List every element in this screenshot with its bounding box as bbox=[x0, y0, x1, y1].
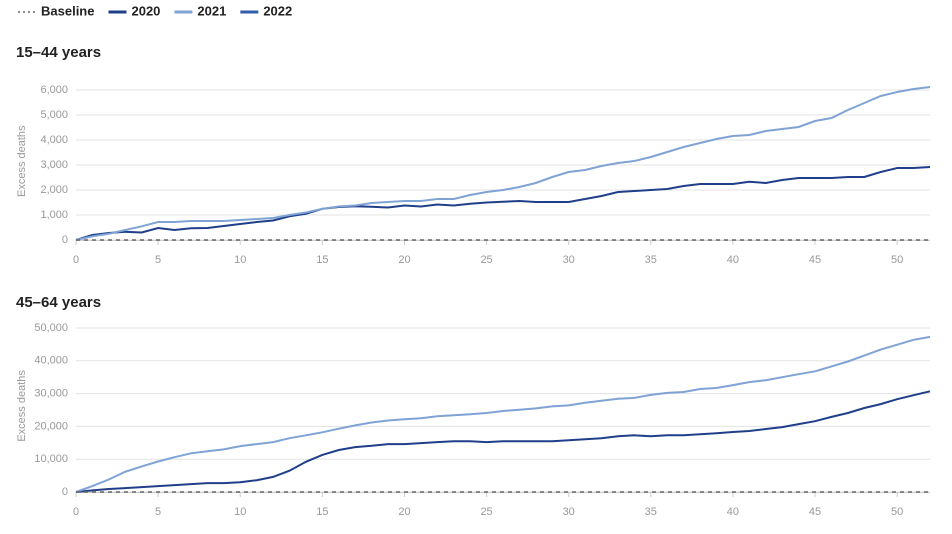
x-tick-label: 45 bbox=[809, 254, 821, 266]
x-tick-label: 0 bbox=[73, 506, 79, 518]
y-tick-label: 3,000 bbox=[40, 159, 68, 171]
y-tick-label: 2,000 bbox=[40, 184, 68, 196]
y-tick-label: 0 bbox=[62, 234, 68, 246]
x-tick-label: 10 bbox=[234, 254, 246, 266]
x-tick-label: 20 bbox=[398, 254, 410, 266]
legend-label: Baseline bbox=[41, 3, 94, 18]
y-tick-label: 6,000 bbox=[40, 84, 68, 96]
x-tick-label: 50 bbox=[891, 254, 903, 266]
x-tick-label: 15 bbox=[316, 506, 328, 518]
series-line bbox=[75, 86, 931, 241]
y-axis-label: Excess deaths bbox=[16, 125, 28, 197]
series-line bbox=[75, 390, 931, 493]
x-tick-label: 0 bbox=[73, 254, 79, 266]
legend-label: 2021 bbox=[197, 3, 226, 18]
series-line bbox=[75, 335, 931, 493]
x-tick-label: 50 bbox=[891, 506, 903, 518]
series-line bbox=[75, 166, 931, 241]
chart-title: 45–64 years bbox=[16, 294, 101, 311]
x-tick-label: 15 bbox=[316, 254, 328, 266]
y-tick-label: 40,000 bbox=[34, 355, 68, 367]
x-tick-label: 20 bbox=[398, 506, 410, 518]
y-tick-label: 20,000 bbox=[34, 420, 68, 432]
y-tick-label: 10,000 bbox=[34, 453, 68, 465]
x-tick-label: 45 bbox=[809, 506, 821, 518]
y-tick-label: 0 bbox=[62, 486, 68, 498]
chart-title: 15–44 years bbox=[16, 44, 101, 61]
chart: 45–64 years Excess deaths 0 10,000 20,000 30,… bbox=[16, 294, 931, 518]
x-tick-label: 35 bbox=[645, 254, 657, 266]
y-tick-label: 4,000 bbox=[40, 134, 68, 146]
y-tick-label: 1,000 bbox=[40, 209, 68, 221]
x-tick-label: 25 bbox=[480, 506, 492, 518]
legend-label: 2020 bbox=[131, 3, 160, 18]
y-axis-label: Excess deaths bbox=[16, 370, 28, 442]
y-tick-label: 30,000 bbox=[34, 388, 68, 400]
x-tick-label: 5 bbox=[155, 506, 161, 518]
x-tick-label: 30 bbox=[563, 506, 575, 518]
x-tick-label: 5 bbox=[155, 254, 161, 266]
x-tick-label: 40 bbox=[727, 506, 739, 518]
x-tick-label: 40 bbox=[727, 254, 739, 266]
x-tick-label: 10 bbox=[234, 506, 246, 518]
legend-label: 2022 bbox=[263, 3, 292, 18]
x-tick-label: 35 bbox=[645, 506, 657, 518]
x-tick-label: 25 bbox=[480, 254, 492, 266]
chart: 15–44 years Excess deaths 0 1,000 2,000 3,000… bbox=[16, 44, 931, 266]
y-tick-label: 50,000 bbox=[34, 322, 68, 334]
y-tick-label: 5,000 bbox=[40, 109, 68, 121]
x-tick-label: 30 bbox=[563, 254, 575, 266]
